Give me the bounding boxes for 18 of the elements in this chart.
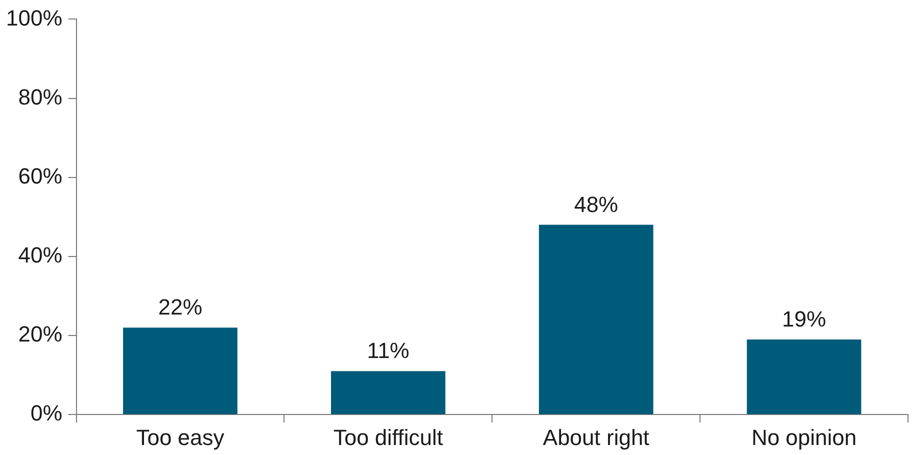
y-tick-label: 40% (18, 242, 62, 268)
y-tick-label: 0% (30, 400, 62, 426)
bar (123, 328, 238, 414)
data-label: 11% (366, 338, 410, 364)
x-tick-label: No opinion (751, 424, 857, 450)
y-tick-label: 20% (18, 322, 62, 347)
x-tick-label: Too easy (136, 424, 224, 450)
bar (330, 371, 446, 414)
y-tick-label: 60% (18, 163, 62, 188)
x-tick-label: Too difficult (333, 424, 443, 450)
bar (746, 339, 862, 414)
y-tick-label: 100% (6, 5, 62, 30)
data-label: 48% (574, 192, 618, 217)
y-tick-label: 80% (18, 84, 62, 110)
bar (538, 224, 654, 414)
data-label: 22% (158, 294, 202, 320)
x-tick-label: About right (542, 424, 650, 450)
data-label: 19% (782, 306, 826, 332)
